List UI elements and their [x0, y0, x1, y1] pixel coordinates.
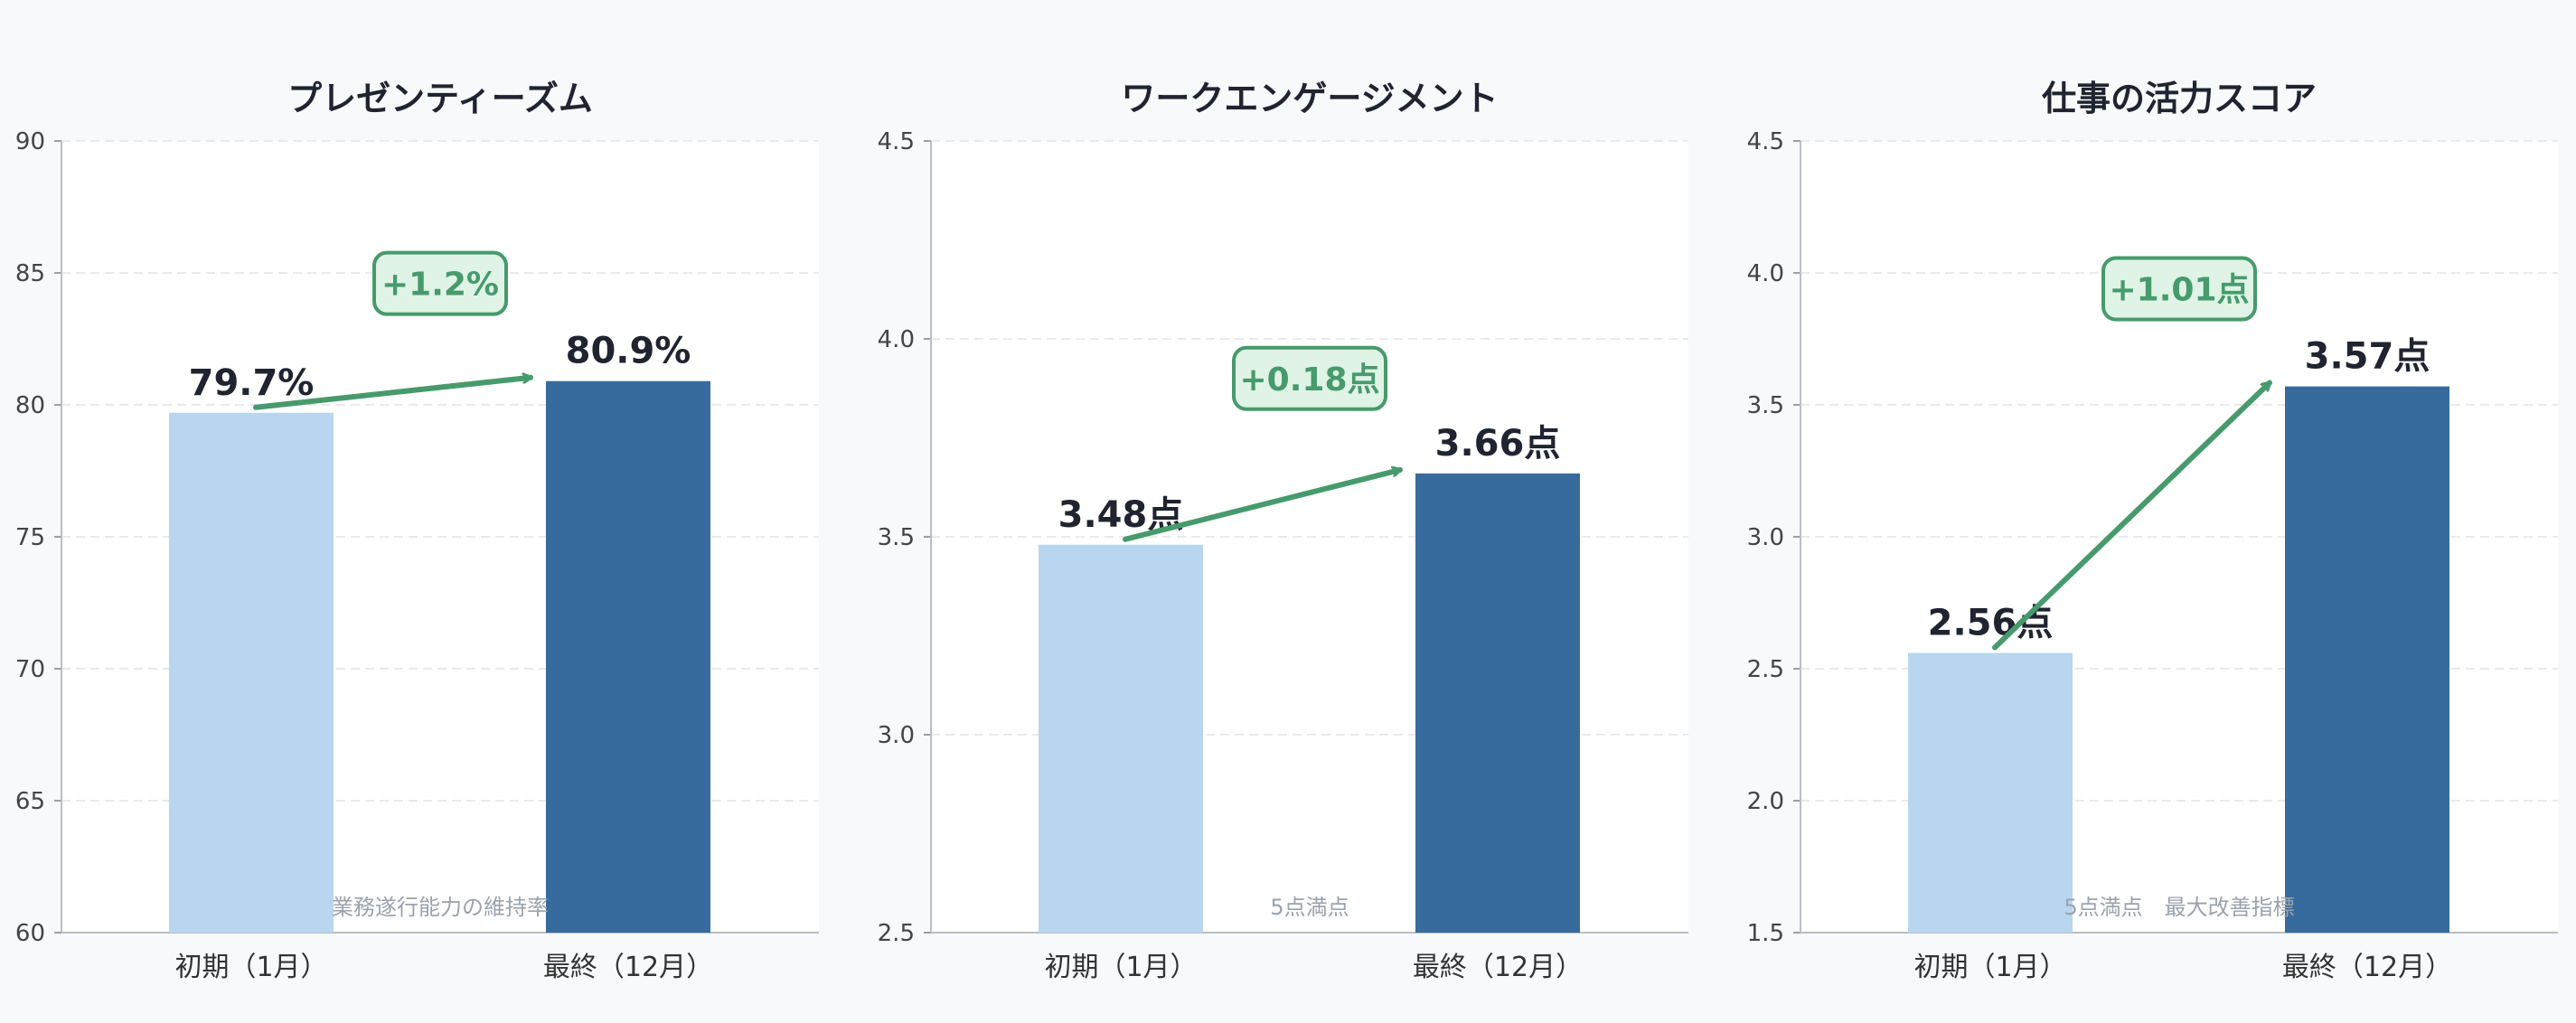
y-tick-label: 60 — [15, 920, 45, 947]
bar-initial — [1039, 544, 1203, 933]
bar-value-label: 80.9% — [566, 331, 691, 372]
chart-panel-1: 60 65 70 75 80 85 90 プレゼンティーズム 79.7% 初期（1月） 80.9% 最… — [15, 79, 819, 983]
bar-final — [1415, 473, 1580, 933]
y-tick-label: 70 — [15, 656, 45, 683]
trend-arrow — [1992, 380, 2272, 651]
chart-note: 5点満点 — [1270, 895, 1349, 920]
x-tick-label: 初期（1月） — [1044, 952, 1197, 983]
bar-final — [2285, 386, 2449, 933]
change-badge-label: +0.18点 — [1240, 361, 1380, 399]
y-tick-label: 3.0 — [1747, 524, 1784, 551]
change-badge-label: +1.2% — [381, 267, 499, 304]
bar-initial — [169, 412, 334, 933]
y-tick-label: 4.0 — [1747, 260, 1784, 287]
chart-title: ワークエンゲージメント — [1121, 79, 1498, 118]
change-badge — [372, 250, 508, 316]
x-tick-label: 初期（1月） — [1913, 952, 2066, 983]
y-tick-label: 75 — [15, 524, 45, 551]
x-tick-label: 最終（12月） — [543, 952, 713, 983]
y-tick-label: 1.5 — [1747, 920, 1784, 947]
bar-final — [546, 380, 710, 934]
x-tick-label: 最終（12月） — [1413, 952, 1583, 983]
chart-panel-3: 1.52.02.53.03.54.04.5仕事の活力スコア2.56点初期（1月）… — [1747, 79, 2558, 983]
trend-arrow — [253, 378, 533, 410]
bar-value-label: 3.66点 — [1435, 423, 1561, 465]
y-tick-label: 3.5 — [878, 524, 915, 551]
chart-title: 仕事の活力スコア — [2042, 79, 2317, 118]
x-tick-label: 最終（12月） — [2282, 952, 2452, 983]
y-tick-label: 2.5 — [1747, 656, 1784, 683]
y-tick-label: 3.0 — [878, 722, 915, 749]
y-tick-label: 2.0 — [1747, 788, 1784, 815]
y-tick-label: 2.5 — [878, 920, 915, 947]
change-badge-label: +1.01点 — [2110, 272, 2250, 309]
y-tick-label: 4.5 — [878, 128, 915, 155]
chart-note: 5点満点 最大改善指標 — [2064, 895, 2294, 920]
y-tick-label: 90 — [15, 128, 45, 155]
y-tick-label: 3.5 — [1747, 392, 1784, 419]
change-badge — [2101, 256, 2257, 322]
bar-value-label: 3.57点 — [2305, 336, 2430, 378]
y-tick-label: 4.0 — [878, 326, 915, 353]
y-tick-label: 65 — [15, 788, 45, 815]
y-tick-label: 85 — [15, 260, 45, 287]
y-tick-label: 4.5 — [1747, 128, 1784, 155]
bar-initial — [1908, 652, 2073, 933]
trend-arrow — [1123, 470, 1403, 542]
x-tick-label: 初期（1月） — [174, 952, 327, 983]
bar-value-label: 79.7% — [189, 362, 315, 404]
chart-panel-2: 2.53.03.54.04.5ワークエンゲージメント3.48点初期（1月）3.6… — [878, 79, 1688, 983]
chart-title: プレゼンティーズム — [287, 79, 593, 118]
change-badge — [1232, 345, 1387, 411]
y-tick-label: 80 — [15, 392, 45, 419]
chart-note: 業務遂行能力の維持率 — [332, 895, 549, 920]
